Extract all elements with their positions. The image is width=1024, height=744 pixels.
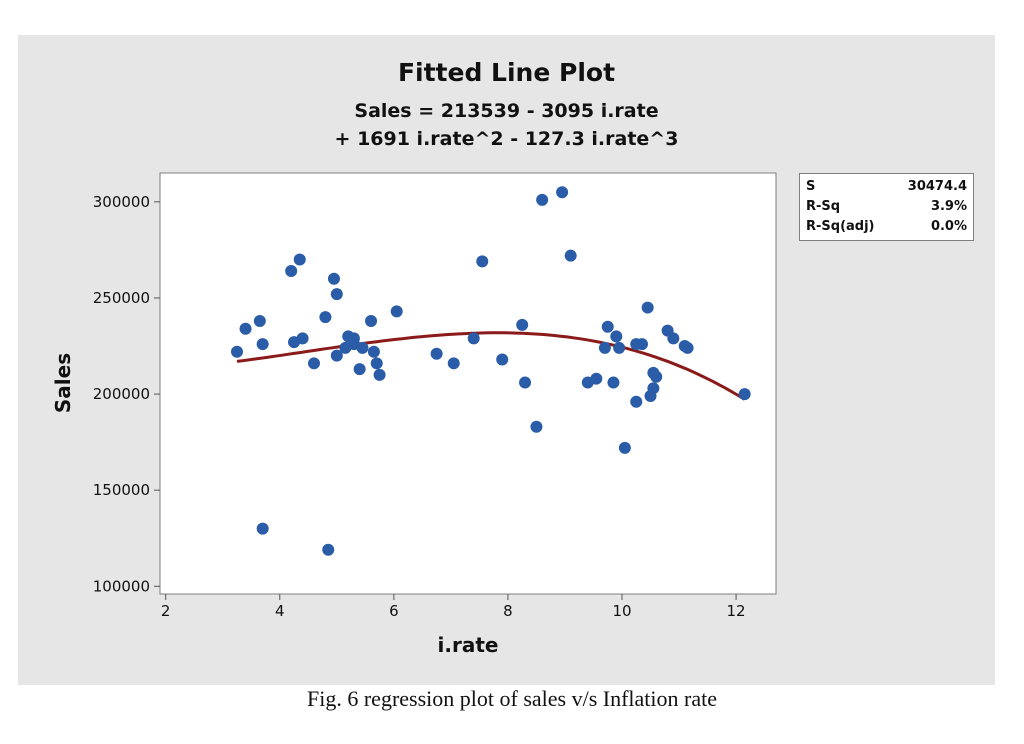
- data-point: [476, 255, 489, 268]
- data-point: [293, 253, 306, 266]
- x-tick-label: 12: [727, 602, 746, 620]
- y-tick-label: 300000: [93, 193, 150, 211]
- data-point: [598, 341, 611, 354]
- plot-area: [159, 172, 777, 595]
- data-point: [353, 363, 366, 376]
- data-point: [530, 420, 543, 433]
- data-point: [231, 345, 243, 358]
- model-summary-box: S 30474.4 R-Sq 3.9% R-Sq(adj) 0.0%: [799, 173, 974, 241]
- axes: 2 4 6 8 10 12 100000 150000 200000 250000 300000: [93, 193, 746, 620]
- data-point: [365, 315, 378, 328]
- data-point: [253, 315, 266, 328]
- data-point: [650, 370, 663, 383]
- data-point: [285, 265, 298, 278]
- stat-label: S: [806, 179, 816, 194]
- stat-value: 30474.4: [907, 179, 967, 194]
- data-point: [496, 353, 509, 366]
- data-point: [647, 382, 660, 395]
- y-axis-label: Sales: [51, 353, 75, 413]
- stat-row-r-sq: R-Sq 3.9%: [806, 197, 967, 217]
- data-point: [308, 357, 320, 370]
- data-point: [373, 368, 386, 381]
- stat-label: R-Sq: [806, 199, 841, 214]
- data-point: [613, 341, 626, 354]
- data-point: [667, 332, 680, 345]
- data-point: [322, 543, 335, 556]
- data-point: [356, 341, 369, 354]
- x-tick-label: 2: [161, 602, 171, 620]
- data-point: [239, 322, 252, 335]
- data-point: [367, 345, 380, 358]
- stat-label: R-Sq(adj): [806, 219, 875, 234]
- x-tick-label: 8: [503, 602, 513, 620]
- regression-equation-line-1: Sales = 213539 - 3095 i.rate: [354, 100, 659, 122]
- x-tick-label: 6: [389, 602, 399, 620]
- x-tick-label: 4: [275, 602, 285, 620]
- data-point: [390, 305, 403, 318]
- data-point: [738, 388, 751, 401]
- y-tick-label: 150000: [93, 481, 150, 499]
- data-point: [610, 330, 623, 343]
- data-point: [601, 320, 614, 333]
- data-point: [327, 272, 340, 285]
- data-point: [630, 395, 643, 408]
- data-point: [319, 311, 332, 324]
- data-point: [516, 318, 529, 331]
- data-point: [467, 332, 480, 345]
- data-point: [519, 376, 532, 389]
- data-point: [590, 372, 603, 385]
- stat-value: 3.9%: [930, 199, 967, 214]
- data-point: [430, 347, 443, 360]
- data-point: [370, 357, 383, 370]
- data-point: [564, 249, 577, 262]
- y-tick-label: 100000: [93, 577, 150, 595]
- data-point: [536, 193, 549, 206]
- data-point: [681, 341, 694, 354]
- data-point: [330, 349, 343, 362]
- chart-title: Fitted Line Plot: [397, 58, 616, 87]
- data-point: [641, 301, 654, 314]
- data-point: [556, 186, 569, 199]
- regression-equation-line-2: + 1691 i.rate^2 - 127.3 i.rate^3: [334, 128, 679, 150]
- stat-value: 0.0%: [930, 219, 967, 234]
- x-tick-label: 10: [612, 602, 631, 620]
- data-point: [330, 288, 343, 301]
- data-point: [296, 332, 309, 345]
- fitted-regression-line: [236, 331, 746, 401]
- data-point: [635, 338, 648, 351]
- data-point: [607, 376, 620, 389]
- data-point: [618, 441, 631, 454]
- y-tick-label: 200000: [93, 385, 150, 403]
- data-point: [256, 522, 269, 535]
- data-point: [347, 332, 360, 345]
- figure-caption: Fig. 6 regression plot of sales v/s Infl…: [307, 686, 717, 711]
- y-tick-label: 250000: [93, 289, 150, 307]
- stat-row-s: S 30474.4: [806, 177, 967, 197]
- data-points: [231, 186, 751, 556]
- x-axis-label: i.rate: [438, 633, 499, 657]
- stat-row-r-sq-adj: R-Sq(adj) 0.0%: [806, 217, 967, 237]
- data-point: [447, 357, 460, 370]
- data-point: [256, 338, 269, 351]
